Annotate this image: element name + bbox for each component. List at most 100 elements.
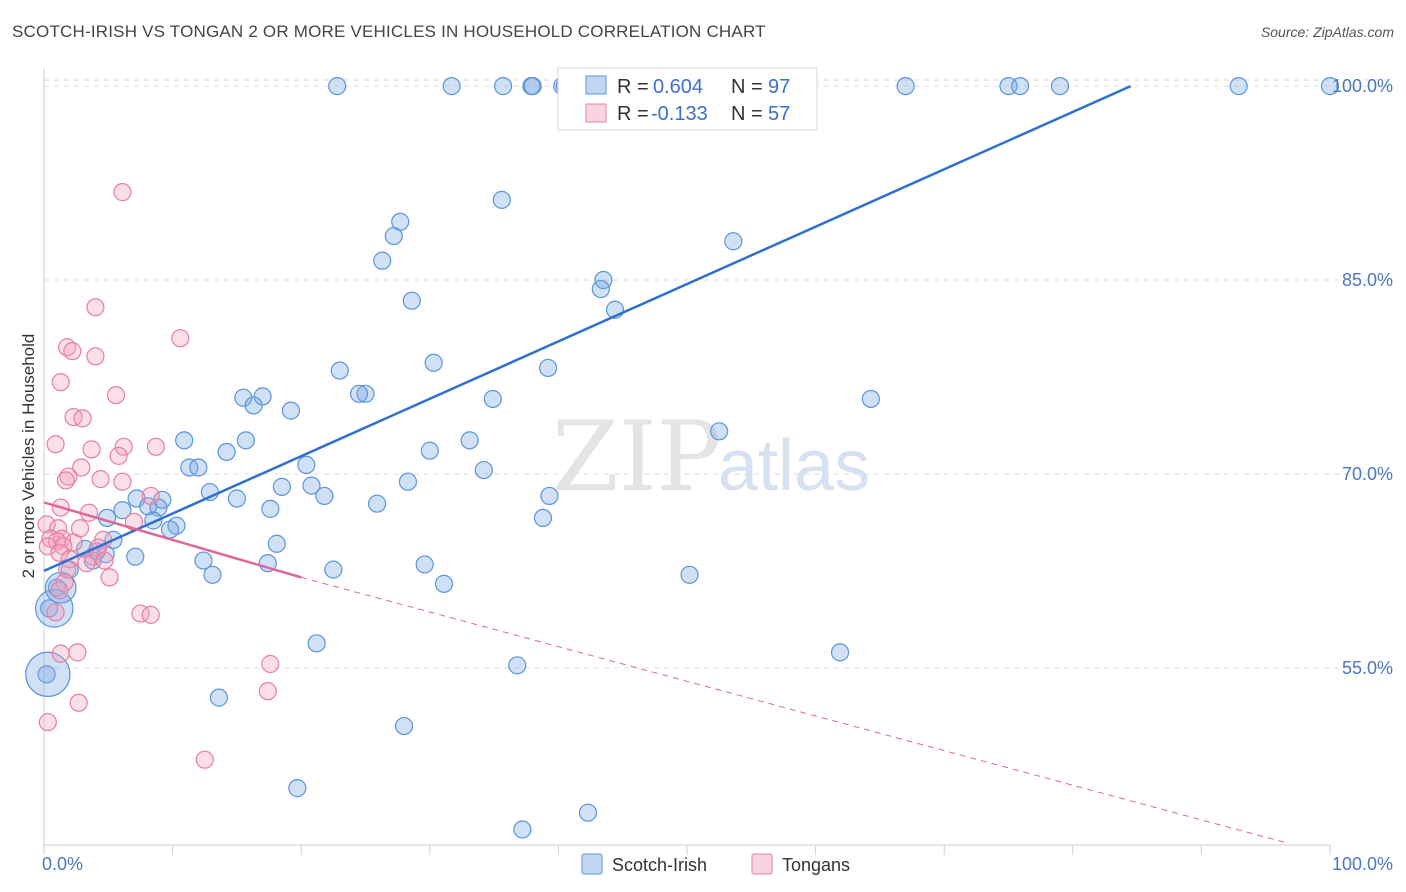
data-point xyxy=(106,385,126,405)
legend-swatch-pink xyxy=(585,103,607,123)
data-point xyxy=(328,76,347,96)
data-point xyxy=(86,298,105,317)
data-point xyxy=(533,508,553,528)
watermark-zip: ZIP xyxy=(552,401,721,513)
data-point xyxy=(434,574,454,593)
data-point xyxy=(261,499,280,518)
data-point xyxy=(261,654,280,674)
data-point xyxy=(508,656,527,675)
data-point xyxy=(203,565,222,584)
grid-lines xyxy=(44,79,1392,669)
data-point xyxy=(724,232,743,251)
data-point xyxy=(420,441,439,460)
data-point xyxy=(1229,76,1248,96)
data-point xyxy=(258,682,277,701)
data-point xyxy=(415,555,434,574)
bottom-legend-tongans: Tongans xyxy=(782,855,850,875)
data-point xyxy=(244,396,263,415)
y-tick-label: 55.0% xyxy=(1342,658,1393,678)
source-label: Source: ZipAtlas.com xyxy=(1260,24,1394,40)
data-point xyxy=(442,76,461,96)
data-point xyxy=(591,279,610,299)
data-point xyxy=(513,820,532,839)
data-point xyxy=(63,342,82,361)
data-point xyxy=(91,470,110,489)
legend: R = 0.604 N = 97 R = -0.133 N = 57 xyxy=(557,67,818,131)
data-point xyxy=(367,494,387,513)
data-point xyxy=(113,183,132,202)
data-point xyxy=(861,389,880,409)
data-point xyxy=(540,486,559,506)
data-point xyxy=(46,435,65,454)
data-point xyxy=(1010,76,1030,96)
data-point xyxy=(126,547,145,566)
data-point xyxy=(82,440,101,459)
data-point xyxy=(330,361,349,380)
data-point xyxy=(194,551,213,570)
data-point xyxy=(394,716,414,736)
data-point xyxy=(483,389,502,409)
data-point xyxy=(315,486,334,506)
data-point xyxy=(402,291,421,310)
data-point xyxy=(474,460,493,480)
data-point xyxy=(51,644,70,663)
x-tick-label-max: 100.0% xyxy=(1332,854,1393,874)
data-point xyxy=(114,437,133,456)
data-point xyxy=(424,353,443,372)
data-point xyxy=(302,476,321,495)
data-point xyxy=(37,665,56,684)
data-point xyxy=(38,537,57,556)
legend-swatch-blue xyxy=(585,75,607,95)
data-point xyxy=(373,251,392,270)
legend-r-label-0: R = xyxy=(617,76,649,98)
data-point xyxy=(492,190,511,209)
data-point xyxy=(494,76,513,96)
data-point xyxy=(209,688,228,707)
data-point xyxy=(100,568,119,587)
trend-line-tongans xyxy=(43,501,302,579)
y-tick-label: 70.0% xyxy=(1342,464,1393,484)
data-point xyxy=(189,458,208,477)
data-point xyxy=(384,226,403,246)
data-point xyxy=(460,431,479,450)
data-point xyxy=(86,347,105,366)
legend-n-value-1: 57 xyxy=(768,103,790,125)
data-point xyxy=(236,431,256,450)
data-point xyxy=(267,534,286,553)
data-point xyxy=(297,455,316,475)
trend-lines xyxy=(43,84,1286,843)
data-point xyxy=(141,486,160,506)
x-tick-label-min: 0.0% xyxy=(42,854,83,874)
legend-r-value-0: 0.604 xyxy=(653,76,703,98)
data-point xyxy=(141,605,160,624)
data-point xyxy=(38,713,57,732)
data-point xyxy=(539,358,558,378)
data-point xyxy=(160,520,180,539)
bottom-legend: Scotch-Irish Tongans xyxy=(581,853,850,875)
data-point xyxy=(52,529,72,548)
data-point xyxy=(578,803,598,822)
series-tongans xyxy=(37,183,280,769)
y-axis-label: 2 or more Vehicles in Household xyxy=(19,334,38,579)
x-ticks xyxy=(43,845,1331,855)
legend-r-label-1: R = xyxy=(617,103,649,125)
trend-line-scotch-irish xyxy=(43,84,1132,573)
data-point xyxy=(56,471,75,490)
data-point xyxy=(324,560,343,579)
y-tick-label: 100.0% xyxy=(1332,76,1393,96)
data-point xyxy=(146,437,165,456)
data-point xyxy=(175,431,194,450)
data-point-large xyxy=(25,651,71,698)
data-point xyxy=(227,489,246,508)
data-point xyxy=(217,442,236,462)
data-point xyxy=(37,515,56,534)
data-point xyxy=(69,693,88,712)
data-point xyxy=(288,779,307,798)
legend-r-value-1: -0.133 xyxy=(651,103,708,125)
data-point xyxy=(281,401,301,420)
data-point xyxy=(680,565,699,584)
data-point xyxy=(113,501,132,520)
legend-n-label-1: N = xyxy=(731,103,763,125)
y-tick-label: 85.0% xyxy=(1342,270,1393,290)
y-tick-labels: 55.0% 70.0% 85.0% 100.0% xyxy=(1332,76,1393,678)
